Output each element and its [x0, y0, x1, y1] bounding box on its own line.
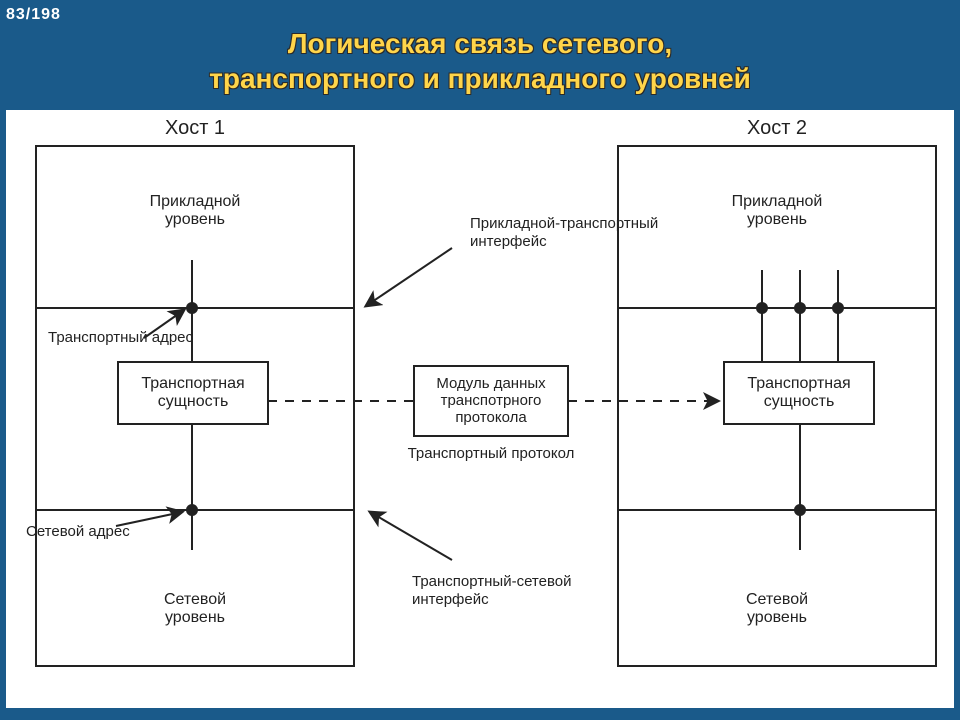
host2-top-dot-0: [756, 302, 768, 314]
host2-top-dot-2: [832, 302, 844, 314]
transport-protocol-label: Транспортный протокол: [408, 445, 575, 462]
host2-bottom-dot: [794, 504, 806, 516]
host2-label: Хост 2: [747, 117, 807, 139]
host2-net-layer-label: Сетевойуровень: [746, 591, 808, 626]
slide-title: Логическая связь сетевого, транспортного…: [0, 26, 960, 96]
transport-network-interface-arrow: [370, 512, 452, 560]
diagram-container: Хост 1Хост 2ПрикладнойуровеньСетевойуров…: [6, 110, 954, 708]
host2-top-dot-1: [794, 302, 806, 314]
title-line-1: Логическая связь сетевого,: [288, 28, 672, 59]
network-address-label: Сетевой адрес: [26, 523, 130, 540]
network-layers-diagram: Хост 1Хост 2ПрикладнойуровеньСетевойуров…: [6, 110, 954, 708]
page-counter: 83/198: [6, 6, 61, 24]
app-transport-interface-arrow: [366, 248, 452, 306]
network-address-dot: [186, 504, 198, 516]
transport-network-interface-label: Транспортный-сетевойинтерфейс: [412, 573, 572, 608]
host1-label: Хост 1: [165, 117, 225, 139]
title-line-2: транспортного и прикладного уровней: [209, 63, 751, 94]
host1-net-layer-label: Сетевойуровень: [164, 591, 226, 626]
transport-address-dot: [186, 302, 198, 314]
transport-address-label: Транспортный адрес: [48, 329, 194, 346]
